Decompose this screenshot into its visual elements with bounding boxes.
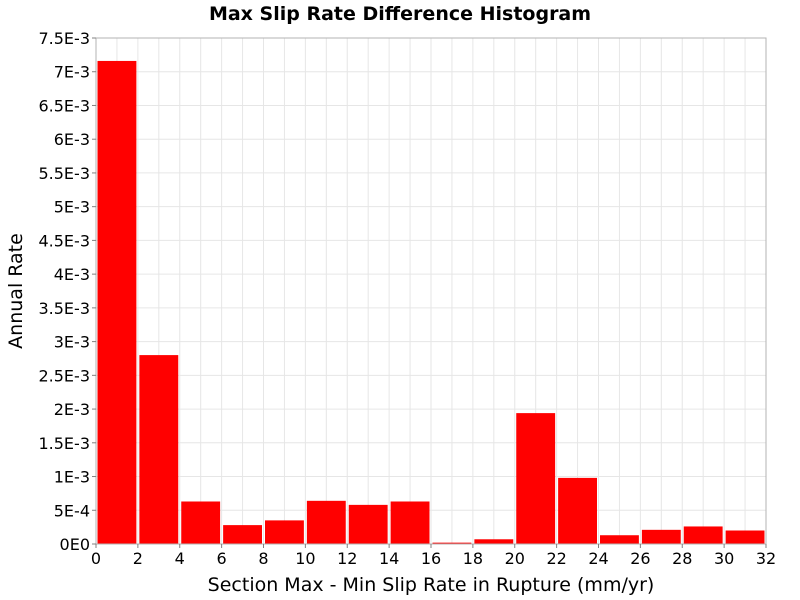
bars [97, 60, 765, 545]
x-tick-label: 28 [672, 549, 692, 568]
histogram-bar [600, 535, 639, 544]
histogram-bar [725, 530, 765, 544]
y-tick-label: 7E-3 [54, 63, 90, 82]
histogram-bar [683, 526, 723, 544]
histogram-bar [390, 501, 430, 544]
x-tick-label: 12 [337, 549, 357, 568]
histogram-bar [181, 501, 221, 544]
y-tick-label: 6E-3 [54, 130, 90, 149]
y-tick-label: 1.5E-3 [38, 434, 90, 453]
x-tick-label: 22 [546, 549, 566, 568]
y-tick-label: 2.5E-3 [38, 366, 90, 385]
x-axis-ticks: 0 2 4 6 8 10 12 14 16 18 20 22 24 26 28 30 32 [91, 544, 776, 568]
x-tick-label: 32 [756, 549, 776, 568]
chart-title: Max Slip Rate Difference Histogram [209, 3, 591, 25]
histogram-bar [265, 520, 304, 544]
histogram-bar [97, 60, 137, 545]
histogram-bar [558, 477, 597, 544]
y-tick-label: 6.5E-3 [38, 96, 90, 115]
y-axis-label: Annual Rate [5, 233, 27, 349]
y-tick-label: 3.5E-3 [38, 299, 90, 318]
y-tick-label: 2E-3 [54, 400, 90, 419]
histogram-bar [306, 500, 346, 544]
histogram-bar [348, 504, 388, 544]
y-tick-label: 5E-4 [54, 501, 90, 520]
y-axis-ticks: 0E0 5E-4 1E-3 1.5E-3 2E-3 2.5E-3 3E-3 3.5E-3 4E-… [38, 29, 96, 554]
histogram-bar [516, 413, 556, 544]
x-tick-label: 20 [505, 549, 525, 568]
x-tick-label: 2 [133, 549, 143, 568]
y-tick-label: 5.5E-3 [38, 164, 90, 183]
y-tick-label: 4E-3 [54, 265, 90, 284]
y-tick-label: 1E-3 [54, 468, 90, 487]
x-tick-label: 4 [175, 549, 185, 568]
x-tick-label: 30 [714, 549, 734, 568]
x-tick-label: 8 [258, 549, 268, 568]
histogram-bar [432, 542, 472, 544]
y-tick-label: 0E0 [60, 535, 90, 554]
x-axis-label: Section Max - Min Slip Rate in Rupture (… [208, 574, 655, 596]
x-tick-label: 26 [630, 549, 650, 568]
y-tick-label: 7.5E-3 [38, 29, 90, 48]
x-tick-label: 14 [379, 549, 399, 568]
x-tick-label: 10 [295, 549, 315, 568]
x-tick-label: 16 [421, 549, 441, 568]
x-tick-label: 0 [91, 549, 101, 568]
y-tick-label: 5E-3 [54, 198, 90, 217]
histogram-bar [139, 355, 179, 544]
x-tick-label: 18 [463, 549, 483, 568]
grid-lines [95, 37, 767, 545]
histogram-bar [474, 539, 514, 544]
y-tick-label: 3E-3 [54, 333, 90, 352]
y-tick-label: 4.5E-3 [38, 231, 90, 250]
x-tick-label: 6 [217, 549, 227, 568]
x-tick-label: 24 [588, 549, 608, 568]
histogram-bar [223, 525, 262, 544]
histogram-bar [641, 529, 681, 544]
